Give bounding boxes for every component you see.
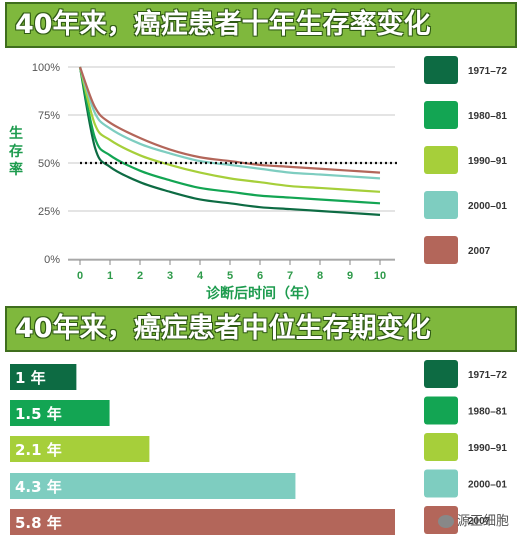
y-tick-label: 75% (38, 110, 60, 122)
legend-label: 2007 (468, 516, 491, 527)
x-tick-label: 5 (227, 270, 233, 282)
y-tick-label: 0% (44, 254, 60, 266)
series-line-1971–72 (78, 66, 381, 216)
bar-2007 (10, 509, 395, 535)
x-axis-label: 诊断后时间（年） (206, 285, 318, 302)
bar-value-label: 1 年 (15, 369, 46, 387)
x-tick-label: 6 (257, 270, 263, 282)
bar-value-label: 4.3 年 (15, 478, 62, 496)
x-tick-label: 8 (317, 270, 323, 282)
legend-swatch (424, 433, 458, 461)
bar-value-label: 5.8 年 (15, 514, 62, 532)
chart2-title-banner: 40年来，癌症患者中位生存期变化 (5, 306, 517, 352)
bar-value-label: 1.5 年 (15, 405, 62, 423)
bar-1971–72 (10, 364, 77, 390)
series-line-2007 (78, 66, 381, 174)
series-line-1990–91 (78, 66, 381, 193)
watermark: 源正细胞 (438, 510, 509, 529)
legend-label: 2000–01 (468, 201, 507, 212)
series-line-1980–81 (78, 66, 381, 205)
legend-swatch (424, 236, 458, 264)
wechat-icon (438, 515, 454, 528)
bar-1990–91 (10, 436, 150, 462)
legend-label: 2000–01 (468, 480, 507, 491)
legend-swatch (424, 360, 458, 388)
legend-swatch (424, 101, 458, 129)
chart1-title-banner: 40年来，癌症患者十年生存率变化 (5, 2, 517, 48)
x-tick-label: 3 (167, 270, 173, 282)
legend-label: 1990–91 (468, 156, 507, 167)
x-tick-label: 10 (374, 270, 386, 282)
watermark-text: 源正细胞 (457, 514, 510, 529)
bar-value-label: 2.1 年 (15, 441, 62, 459)
legend-swatch (424, 146, 458, 174)
bar-2000–01 (10, 473, 296, 499)
legend-swatch (424, 191, 458, 219)
y-axis-label: 生存率 (9, 125, 23, 178)
legend-label: 1971–72 (468, 66, 507, 77)
chart2-title: 40年来，癌症患者中位生存期变化 (15, 313, 431, 344)
legend-label: 2007 (468, 246, 491, 257)
x-tick-label: 1 (107, 270, 113, 282)
legend-label: 1980–81 (468, 407, 507, 418)
x-tick-label: 2 (137, 270, 143, 282)
bar-1980–81 (10, 400, 110, 426)
legend-swatch (424, 56, 458, 84)
y-tick-label: 25% (38, 206, 60, 218)
x-tick-label: 9 (347, 270, 353, 282)
y-tick-label: 50% (38, 158, 60, 170)
y-tick-label: 100% (32, 62, 60, 74)
legend-label: 1990–91 (468, 443, 507, 454)
legend-label: 1971–72 (468, 370, 507, 381)
chart1-title: 40年来，癌症患者十年生存率变化 (15, 9, 431, 40)
x-tick-label: 4 (197, 270, 204, 282)
legend-label: 1980–81 (468, 111, 507, 122)
x-tick-label: 0 (77, 270, 83, 282)
legend-swatch (424, 396, 458, 425)
survival-line-chart: 0% 25% 50% 75% 100% 0 1 2 3 4 5 6 7 8 9 10 1971–72 1980… (9, 56, 507, 302)
legend-swatch (424, 469, 458, 498)
x-tick-label: 7 (287, 270, 293, 282)
